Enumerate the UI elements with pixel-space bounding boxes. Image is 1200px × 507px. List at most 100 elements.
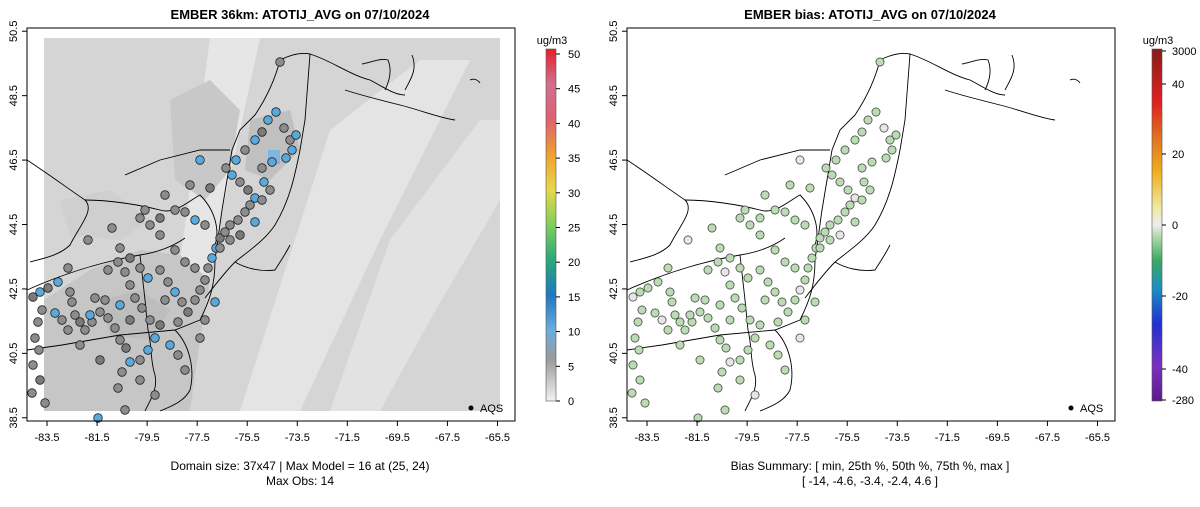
left-obs-marker bbox=[30, 333, 40, 343]
right-obs-marker bbox=[715, 243, 725, 253]
right-obs-marker bbox=[857, 127, 867, 137]
right-obs-marker bbox=[725, 357, 735, 367]
right-obs-marker bbox=[790, 215, 800, 225]
left-obs-marker bbox=[143, 273, 153, 283]
left-y-tick-label: 40.5 bbox=[8, 343, 20, 364]
left-obs-marker bbox=[231, 155, 241, 165]
right-y-tick-label: 44.5 bbox=[608, 214, 620, 235]
right-obs-marker bbox=[670, 310, 680, 320]
left-obs-marker bbox=[265, 185, 275, 195]
left-obs-marker bbox=[257, 163, 267, 173]
right-obs-marker bbox=[821, 163, 831, 173]
left-obs-marker bbox=[250, 135, 260, 145]
right-obs-marker bbox=[810, 297, 820, 307]
right-obs-marker bbox=[745, 220, 755, 230]
right-obs-marker bbox=[703, 313, 713, 323]
left-colorbar-tick-label: 5 bbox=[568, 361, 574, 373]
left-colorbar-tick-label: 35 bbox=[568, 153, 580, 165]
left-obs-marker bbox=[57, 315, 67, 325]
left-obs-marker bbox=[43, 283, 53, 293]
left-obs-marker bbox=[113, 383, 123, 393]
left-obs-marker bbox=[125, 315, 135, 325]
left-obs-marker bbox=[200, 315, 210, 325]
right-obs-marker bbox=[675, 317, 685, 327]
right-obs-marker bbox=[730, 293, 740, 303]
left-obs-marker bbox=[207, 253, 217, 263]
right-obs-marker bbox=[737, 303, 747, 313]
right-obs-marker bbox=[628, 360, 638, 370]
right-obs-marker bbox=[633, 317, 643, 327]
right-obs-marker bbox=[637, 305, 647, 315]
right-obs-marker bbox=[835, 177, 845, 187]
left-obs-marker bbox=[120, 405, 130, 415]
left-obs-marker bbox=[210, 297, 220, 307]
right-obs-marker bbox=[720, 405, 730, 415]
right-obs-marker bbox=[693, 413, 703, 423]
left-obs-marker bbox=[163, 277, 173, 287]
left-obs-marker bbox=[35, 375, 45, 385]
left-obs-marker bbox=[115, 300, 125, 310]
left-obs-marker bbox=[240, 145, 250, 155]
right-obs-marker bbox=[665, 287, 675, 297]
right-obs-marker bbox=[721, 343, 731, 353]
left-obs-marker bbox=[257, 127, 267, 137]
right-obs-marker bbox=[840, 207, 850, 217]
right-obs-marker bbox=[780, 207, 790, 217]
right-obs-marker bbox=[800, 315, 810, 325]
left-obs-marker bbox=[250, 217, 260, 227]
left-obs-marker bbox=[227, 170, 237, 180]
right-obs-marker bbox=[700, 295, 710, 305]
left-obs-points bbox=[27, 57, 301, 423]
left-obs-marker bbox=[63, 263, 73, 273]
right-obs-marker bbox=[795, 155, 805, 165]
left-obs-marker bbox=[155, 213, 165, 223]
left-obs-marker bbox=[225, 235, 235, 245]
right-obs-marker bbox=[780, 365, 790, 375]
left-obs-marker bbox=[203, 263, 213, 273]
right-obs-marker bbox=[715, 300, 725, 310]
right-obs-marker bbox=[807, 253, 817, 263]
left-obs-marker bbox=[117, 367, 127, 377]
right-y-tick-label: 42.5 bbox=[608, 278, 620, 299]
right-obs-marker bbox=[827, 170, 837, 180]
right-obs-marker bbox=[643, 283, 653, 293]
right-obs-marker bbox=[783, 307, 793, 317]
right-obs-marker bbox=[755, 320, 765, 330]
right-obs-marker bbox=[675, 340, 685, 350]
left-obs-marker bbox=[103, 313, 113, 323]
right-obs-marker bbox=[695, 307, 705, 317]
left-obs-marker bbox=[263, 115, 273, 125]
right-colorbar-tick-label: 40 bbox=[1172, 79, 1184, 91]
left-colorbar-tick-label: 25 bbox=[568, 223, 580, 235]
left-colorbar bbox=[545, 48, 557, 402]
left-obs-marker bbox=[180, 365, 190, 375]
right-obs-marker bbox=[755, 265, 765, 275]
right-obs-marker bbox=[857, 195, 867, 205]
left-colorbar-ticks: 0 5 10 15 20 25 30 35 40 45 50 bbox=[556, 49, 580, 408]
right-obs-marker bbox=[703, 265, 713, 275]
left-x-axis: -83.5 -81.5 -79.5 -77.5 -75.5 -73.5 -71.5 -69.5… bbox=[34, 421, 510, 444]
left-obs-marker bbox=[137, 303, 147, 313]
right-obs-marker bbox=[743, 345, 753, 355]
right-obs-marker bbox=[760, 190, 770, 200]
left-obs-marker bbox=[291, 130, 301, 140]
right-obs-marker bbox=[825, 220, 835, 230]
left-aqs-legend-label: AQS bbox=[480, 403, 503, 415]
left-obs-marker bbox=[34, 345, 44, 355]
right-colorbar-tick-label: -280 bbox=[1172, 395, 1194, 407]
right-obs-marker bbox=[740, 205, 750, 215]
left-obs-marker bbox=[100, 295, 110, 305]
left-obs-marker bbox=[173, 350, 183, 360]
right-colorbar-tick-label: -20 bbox=[1172, 291, 1188, 303]
right-obs-marker bbox=[875, 57, 885, 67]
left-colorbar-tick-label: 50 bbox=[568, 49, 580, 61]
right-obs-marker bbox=[887, 145, 897, 155]
right-obs-marker bbox=[710, 323, 720, 333]
left-obs-marker bbox=[155, 230, 165, 240]
right-obs-marker bbox=[717, 367, 727, 377]
left-obs-marker bbox=[235, 230, 245, 240]
left-obs-marker bbox=[115, 243, 125, 253]
left-obs-marker bbox=[83, 235, 93, 245]
right-obs-marker bbox=[773, 350, 783, 360]
